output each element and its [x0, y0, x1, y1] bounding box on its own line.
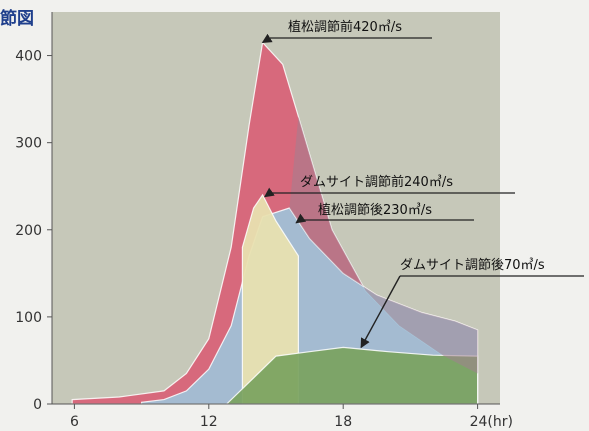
annotation-arrow [263, 187, 275, 198]
y-tick-label: 400 [15, 49, 42, 65]
annotation-arrow [295, 213, 307, 224]
x-tick-label: 24(hr) [470, 414, 513, 430]
x-tick-label: 6 [70, 414, 79, 430]
annotation-label: ダムサイト調節前240㎥/s [300, 174, 453, 190]
y-tick-label: 0 [33, 397, 42, 413]
y-tick-label: 300 [15, 136, 42, 152]
annotation-arrow [360, 275, 401, 349]
annotation-label: 植松調節前420㎥/s [288, 19, 402, 35]
x-tick-label: 18 [334, 414, 352, 430]
y-tick-label: 100 [15, 310, 42, 326]
series-overlap-tint [289, 116, 478, 374]
annotation-label: 植松調節後230㎥/s [318, 203, 432, 218]
x-tick-label: 12 [200, 414, 218, 430]
annotation-arrow [261, 33, 273, 44]
annotation-label: ダムサイト調節後70㎥/s [400, 258, 545, 273]
chart-title-fragment: 節図 [0, 9, 34, 29]
y-tick-label: 200 [15, 223, 42, 239]
